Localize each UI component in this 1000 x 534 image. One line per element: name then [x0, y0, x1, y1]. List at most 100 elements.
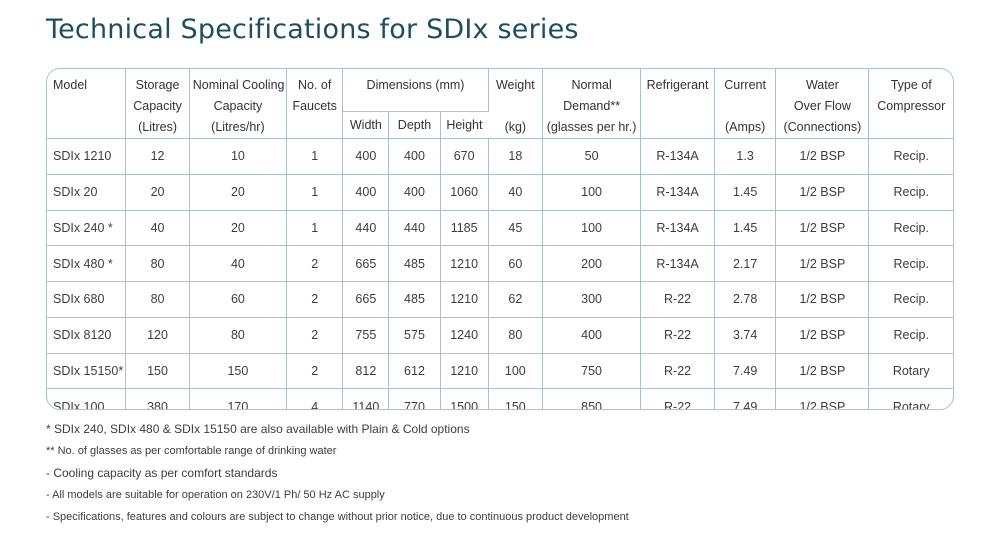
- table-row: SDIx 480 * 80 40 2 665 485 1210 60 200 R-134A 2.17…: [47, 245, 953, 282]
- cell-cooling: 80: [189, 317, 288, 354]
- cell-demand: 400: [542, 317, 642, 354]
- footnote: * SDIx 240, SDIx 480 & SDIx 15150 are al…: [46, 422, 470, 436]
- cell-faucets: 1: [286, 138, 344, 175]
- header-row: Model Storage Capacity (Litres) Nominal Co…: [47, 69, 953, 139]
- cell-width: 440: [342, 210, 390, 247]
- cell-overflow: 1/2 BSP: [775, 317, 870, 354]
- cell-width: 665: [342, 281, 390, 318]
- table-row: SDIx 8120 120 80 2 755 575 1240 80 400 R-22 3.74 1/…: [47, 317, 953, 354]
- table-row: SDIx 680 80 60 2 665 485 1210 62 300 R-22 2.78 1/2 …: [47, 281, 953, 318]
- header-subrow: Width Depth Height: [47, 111, 953, 139]
- cell-depth: 485: [388, 245, 441, 282]
- cell-overflow: 1/2 BSP: [775, 210, 870, 247]
- cell-width: 1140: [342, 388, 390, 409]
- cell-depth: 612: [388, 353, 441, 390]
- cell-overflow: 1/2 BSP: [775, 174, 870, 211]
- cell-current: 1.45: [714, 174, 777, 211]
- cell-width: 812: [342, 353, 390, 390]
- cell-compressor: Rotary: [868, 353, 953, 390]
- cell-width: 400: [342, 138, 390, 175]
- cell-compressor: Rotary: [892, 399, 930, 410]
- cell-storage: 120: [125, 317, 190, 354]
- header-refrigerant: Refrigerant: [640, 69, 715, 139]
- footnotes: * SDIx 240, SDIx 480 & SDIx 15150 are al…: [46, 418, 966, 528]
- footnote: - Cooling capacity as per comfort standa…: [46, 466, 278, 480]
- cell-cooling: 170: [189, 388, 288, 409]
- cell-weight: 62: [488, 281, 543, 318]
- header-width: Width: [342, 111, 390, 139]
- cell-height: 1210: [440, 281, 489, 318]
- cell-cooling: 20: [189, 174, 288, 211]
- cell-height: 1185: [440, 210, 489, 247]
- cell-refrigerant: R-134A: [640, 210, 715, 247]
- cell-faucets: 2: [286, 317, 344, 354]
- table-row: SDIx 100 380 170 4 1140 770 1500 150 850 R-22 7.49…: [47, 388, 953, 410]
- cell-width: 400: [342, 174, 390, 211]
- cell-refrigerant: R-134A: [640, 138, 715, 175]
- cell-compressor: Recip.: [868, 281, 953, 318]
- cell-overflow: 1/2 BSP: [775, 138, 870, 175]
- cell-weight: 18: [488, 138, 543, 175]
- cell-height: 670: [440, 138, 489, 175]
- cell-refrigerant: R-22: [640, 353, 715, 390]
- cell-storage: 150: [125, 353, 190, 390]
- cell-demand: 200: [542, 245, 642, 282]
- cell-current: 3.74: [714, 317, 777, 354]
- cell-height: 1210: [440, 353, 489, 390]
- table-body: SDIx 1210 12 10 1 400 400 670 18 50 R-134A 1.3 1/2 …: [47, 138, 953, 410]
- header-cooling: Nominal Cooling Capacity (Litres/hr): [189, 69, 288, 139]
- header-storage: Storage Capacity (Litres): [125, 69, 190, 139]
- cell-compressor: Recip.: [868, 317, 953, 354]
- cell-demand: 850: [542, 388, 642, 409]
- cell-refrigerant: R-134A: [640, 245, 715, 282]
- cell-depth: 575: [388, 317, 441, 354]
- cell-model: SDIx 100: [47, 388, 127, 409]
- cell-demand: 300: [542, 281, 642, 318]
- cell-width: 755: [342, 317, 390, 354]
- header-current: Current (Amps): [714, 69, 777, 139]
- header-depth: Depth: [388, 111, 441, 139]
- cell-depth: 485: [388, 281, 441, 318]
- cell-faucets: 1: [286, 174, 344, 211]
- cell-cooling: 60: [189, 281, 288, 318]
- cell-faucets: 2: [286, 281, 344, 318]
- cell-depth: 400: [388, 174, 441, 211]
- cell-width: 665: [342, 245, 390, 282]
- cell-overflow: 1/2 BSP: [775, 245, 870, 282]
- cell-demand: 100: [542, 210, 642, 247]
- footnote: ** No. of glasses as per comfortable ran…: [46, 445, 337, 457]
- page-title: Technical Specifications for SDIx series: [46, 14, 579, 45]
- cell-compressor: Recip.: [868, 210, 953, 247]
- cell-faucets: 4: [286, 388, 344, 409]
- table-row: SDIx 1210 12 10 1 400 400 670 18 50 R-134A 1.3 1/2 …: [47, 138, 953, 175]
- footnote: - Specifications, features and colours a…: [46, 511, 629, 523]
- cell-height: 1500: [440, 388, 489, 409]
- cell-weight: 80: [488, 317, 543, 354]
- cell-weight: 40: [488, 174, 543, 211]
- cell-cooling: 20: [189, 210, 288, 247]
- cell-depth: 770: [388, 388, 441, 409]
- cell-demand: 100: [542, 174, 642, 211]
- footnote: - All models are suitable for operation …: [46, 489, 385, 501]
- cell-storage: 80: [125, 245, 190, 282]
- cell-weight: 100: [488, 353, 543, 390]
- cell-storage: 12: [125, 138, 190, 175]
- header-demand: Normal Demand** (glasses per hr.): [542, 69, 642, 139]
- cell-depth: 400: [388, 138, 441, 175]
- cell-compressor: Recip.: [868, 245, 953, 282]
- cell-weight: 60: [488, 245, 543, 282]
- cell-current: 7.49: [714, 388, 777, 409]
- header-overflow: Water Over Flow (Connections): [775, 69, 870, 139]
- cell-current: 7.49: [714, 353, 777, 390]
- cell-faucets: 1: [286, 210, 344, 247]
- cell-refrigerant: R-134A: [640, 174, 715, 211]
- cell-model: SDIx 1210: [47, 138, 127, 175]
- cell-faucets: 2: [286, 245, 344, 282]
- cell-weight: 150: [488, 388, 543, 409]
- cell-cooling: 10: [189, 138, 288, 175]
- cell-refrigerant: R-22: [640, 388, 715, 409]
- cell-current: 2.78: [714, 281, 777, 318]
- cell-current: 1.45: [714, 210, 777, 247]
- cell-overflow: 1/2 BSP: [775, 281, 870, 318]
- table-row: SDIx 240 * 40 20 1 440 440 1185 45 100 R-134A 1.45…: [47, 210, 953, 247]
